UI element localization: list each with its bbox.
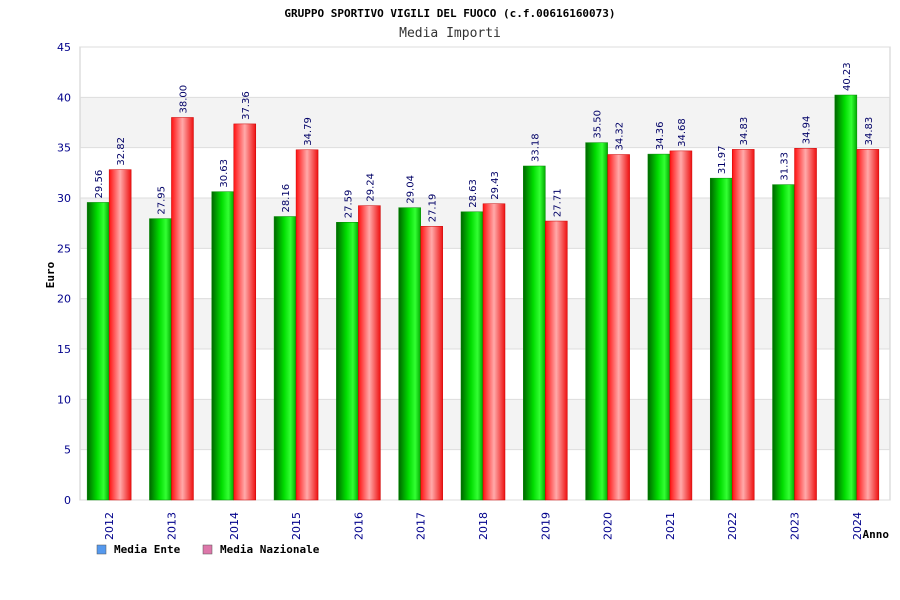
data-label: 28.16 [281,184,292,213]
x-tick-label: 2012 [103,512,116,540]
data-label: 27.59 [343,190,354,219]
plot-band [80,97,890,148]
bar-media-ente-2017 [398,207,421,501]
data-label: 27.95 [156,186,167,215]
x-tick-label: 2021 [664,512,677,540]
bar-media-nazionale-2013 [171,117,194,501]
x-tick-label: 2016 [352,512,365,540]
y-tick-label: 20 [57,293,71,306]
x-tick-label: 2017 [415,512,428,540]
data-label: 28.63 [468,179,479,208]
bar-media-nazionale-2012 [108,169,132,501]
bar-media-nazionale-2020 [607,154,630,501]
bar-media-ente-2015 [273,216,297,501]
data-label: 31.33 [780,152,791,181]
y-tick-label: 10 [57,393,71,406]
data-label: 34.83 [864,117,875,146]
data-labels: 29.56 32.82 27.95 38.00 30.63 37.36 28.16 34.79… [94,62,875,222]
y-tick-label: 30 [57,192,71,205]
legend-swatch-media-ente [96,544,107,555]
y-tick-label: 25 [57,242,71,255]
bar-media-ente-2024 [834,94,858,501]
y-axis-label: Euro [44,261,57,288]
x-tick-label: 2013 [165,512,178,540]
data-label: 34.83 [739,117,750,146]
data-label: 34.94 [802,116,813,145]
x-tick-label: 2023 [789,512,802,540]
data-label: 27.71 [552,188,563,217]
data-label: 34.36 [655,121,666,150]
bar-media-ente-2022 [709,177,733,501]
y-tick-label: 45 [57,41,71,54]
legend: Media Ente Media Nazionale [96,543,320,556]
bar-media-ente-2020 [585,142,608,501]
data-label: 29.24 [365,173,376,202]
bar-media-nazionale-2017 [420,226,443,501]
bar-media-ente-2012 [86,202,110,501]
y-tick-label: 0 [64,494,71,507]
data-label: 30.63 [219,159,230,188]
bar-media-ente-2013 [149,218,172,501]
x-tick-label: 2015 [290,512,303,540]
x-axis-ticks: 2012 2013 2014 2015 2016 2017 2018 2019 2020 2021… [103,512,864,540]
bars [86,94,880,501]
bar-media-nazionale-2014 [233,123,257,501]
bar-media-ente-2023 [772,184,795,501]
bar-media-nazionale-2021 [669,150,693,501]
chart-subtitle: Media Importi [399,26,501,41]
bar-media-nazionale-2024 [856,149,880,501]
bar-media-nazionale-2023 [794,148,817,501]
data-label: 34.32 [615,122,626,151]
bar-media-ente-2019 [523,165,546,501]
y-tick-label: 15 [57,343,71,356]
bar-media-nazionale-2019 [545,220,568,501]
y-tick-label: 5 [64,444,71,457]
data-label: 34.68 [677,118,688,147]
plot-band [80,47,890,98]
data-label: 35.50 [593,110,604,139]
legend-swatch-media-nazionale [202,544,213,555]
legend-label-media-nazionale: Media Nazionale [220,543,320,556]
x-tick-label: 2018 [477,512,490,540]
x-tick-label: 2014 [228,512,241,540]
y-tick-label: 40 [57,91,71,104]
x-tick-label: 2020 [602,512,615,540]
data-label: 37.36 [241,91,252,120]
bar-media-nazionale-2015 [295,149,319,501]
legend-label-media-ente: Media Ente [114,543,181,556]
bar-media-nazionale-2022 [731,149,755,501]
data-label: 32.82 [116,137,127,166]
plot-band [80,147,890,198]
bar-media-ente-2014 [211,191,235,501]
x-tick-label: 2022 [726,512,739,540]
bar-media-ente-2021 [647,153,671,501]
data-label: 29.56 [94,170,105,199]
bar-media-nazionale-2018 [482,203,506,501]
y-axis-ticks: 0 5 10 15 20 25 30 35 40 45 [57,41,71,507]
data-label: 29.43 [490,171,501,200]
chart-title: GRUPPO SPORTIVO VIGILI DEL FUOCO (c.f.00… [284,7,615,20]
bar-media-ente-2016 [336,222,359,501]
x-axis-label: Anno [863,528,890,541]
data-label: 38.00 [178,85,189,114]
y-tick-label: 35 [57,142,71,155]
bar-media-nazionale-2016 [358,205,381,501]
data-label: 34.79 [303,117,314,146]
x-tick-label: 2024 [851,512,864,540]
data-label: 33.18 [530,133,541,162]
data-label: 29.04 [406,175,417,204]
data-label: 27.19 [428,194,439,223]
data-label: 31.97 [717,146,728,175]
data-label: 40.23 [842,62,853,91]
x-tick-label: 2019 [539,512,552,540]
bar-media-ente-2018 [460,211,484,501]
